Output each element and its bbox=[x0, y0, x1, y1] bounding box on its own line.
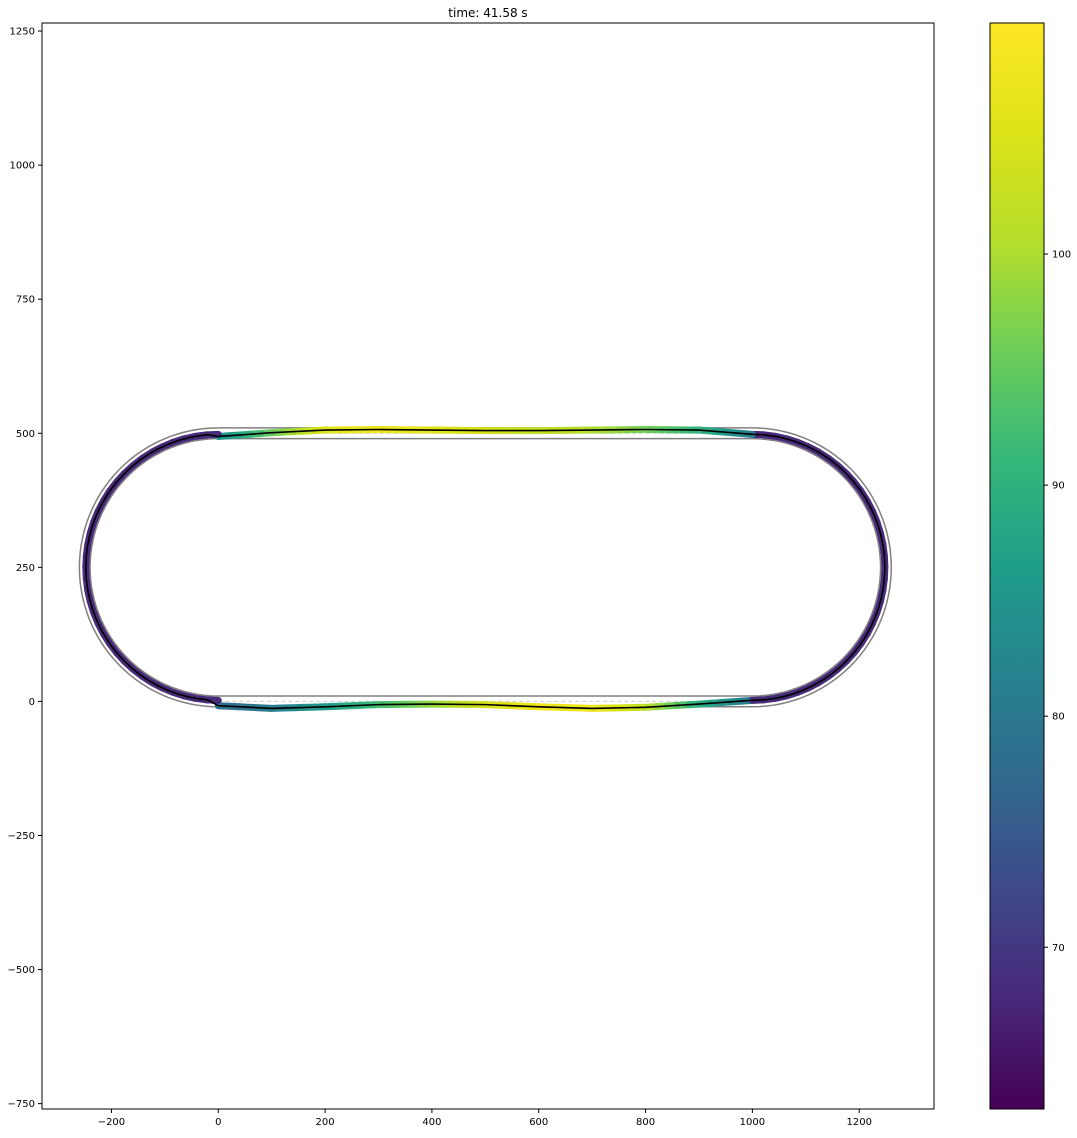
y-axis: −750 −500 −250 0 250 500 750 1000 1250 bbox=[8, 27, 42, 1111]
y-tick-label: 0 bbox=[29, 697, 35, 708]
x-tick-label: 800 bbox=[636, 1117, 655, 1128]
y-tick-label: 750 bbox=[16, 295, 35, 306]
plot-area bbox=[42, 23, 934, 1109]
chart-title: time: 41.58 s bbox=[448, 6, 527, 20]
y-tick-label: −250 bbox=[8, 831, 35, 842]
x-tick-label: 1200 bbox=[846, 1117, 871, 1128]
x-tick-label: 1000 bbox=[740, 1117, 765, 1128]
y-tick-label: 1250 bbox=[10, 27, 35, 38]
x-tick-label: 0 bbox=[215, 1117, 221, 1128]
colorbar-tick-label: 70 bbox=[1052, 943, 1065, 954]
y-tick-label: 500 bbox=[16, 429, 35, 440]
x-tick-label: 200 bbox=[316, 1117, 335, 1128]
x-axis: −200 0 200 400 600 800 1000 1200 bbox=[98, 1109, 872, 1128]
x-tick-label: 600 bbox=[529, 1117, 548, 1128]
y-tick-label: −750 bbox=[8, 1099, 35, 1110]
x-tick-label: 400 bbox=[422, 1117, 441, 1128]
colorbar-axis: 70 80 90 100 bbox=[1044, 250, 1071, 954]
y-tick-label: 1000 bbox=[10, 161, 35, 172]
x-tick-label: −200 bbox=[98, 1117, 125, 1128]
y-tick-label: −500 bbox=[8, 965, 35, 976]
colorbar bbox=[990, 23, 1044, 1109]
colorbar-tick-label: 90 bbox=[1052, 481, 1065, 492]
colorbar-tick-label: 80 bbox=[1052, 712, 1065, 723]
colorbar-tick-label: 100 bbox=[1052, 250, 1071, 261]
y-tick-label: 250 bbox=[16, 563, 35, 574]
